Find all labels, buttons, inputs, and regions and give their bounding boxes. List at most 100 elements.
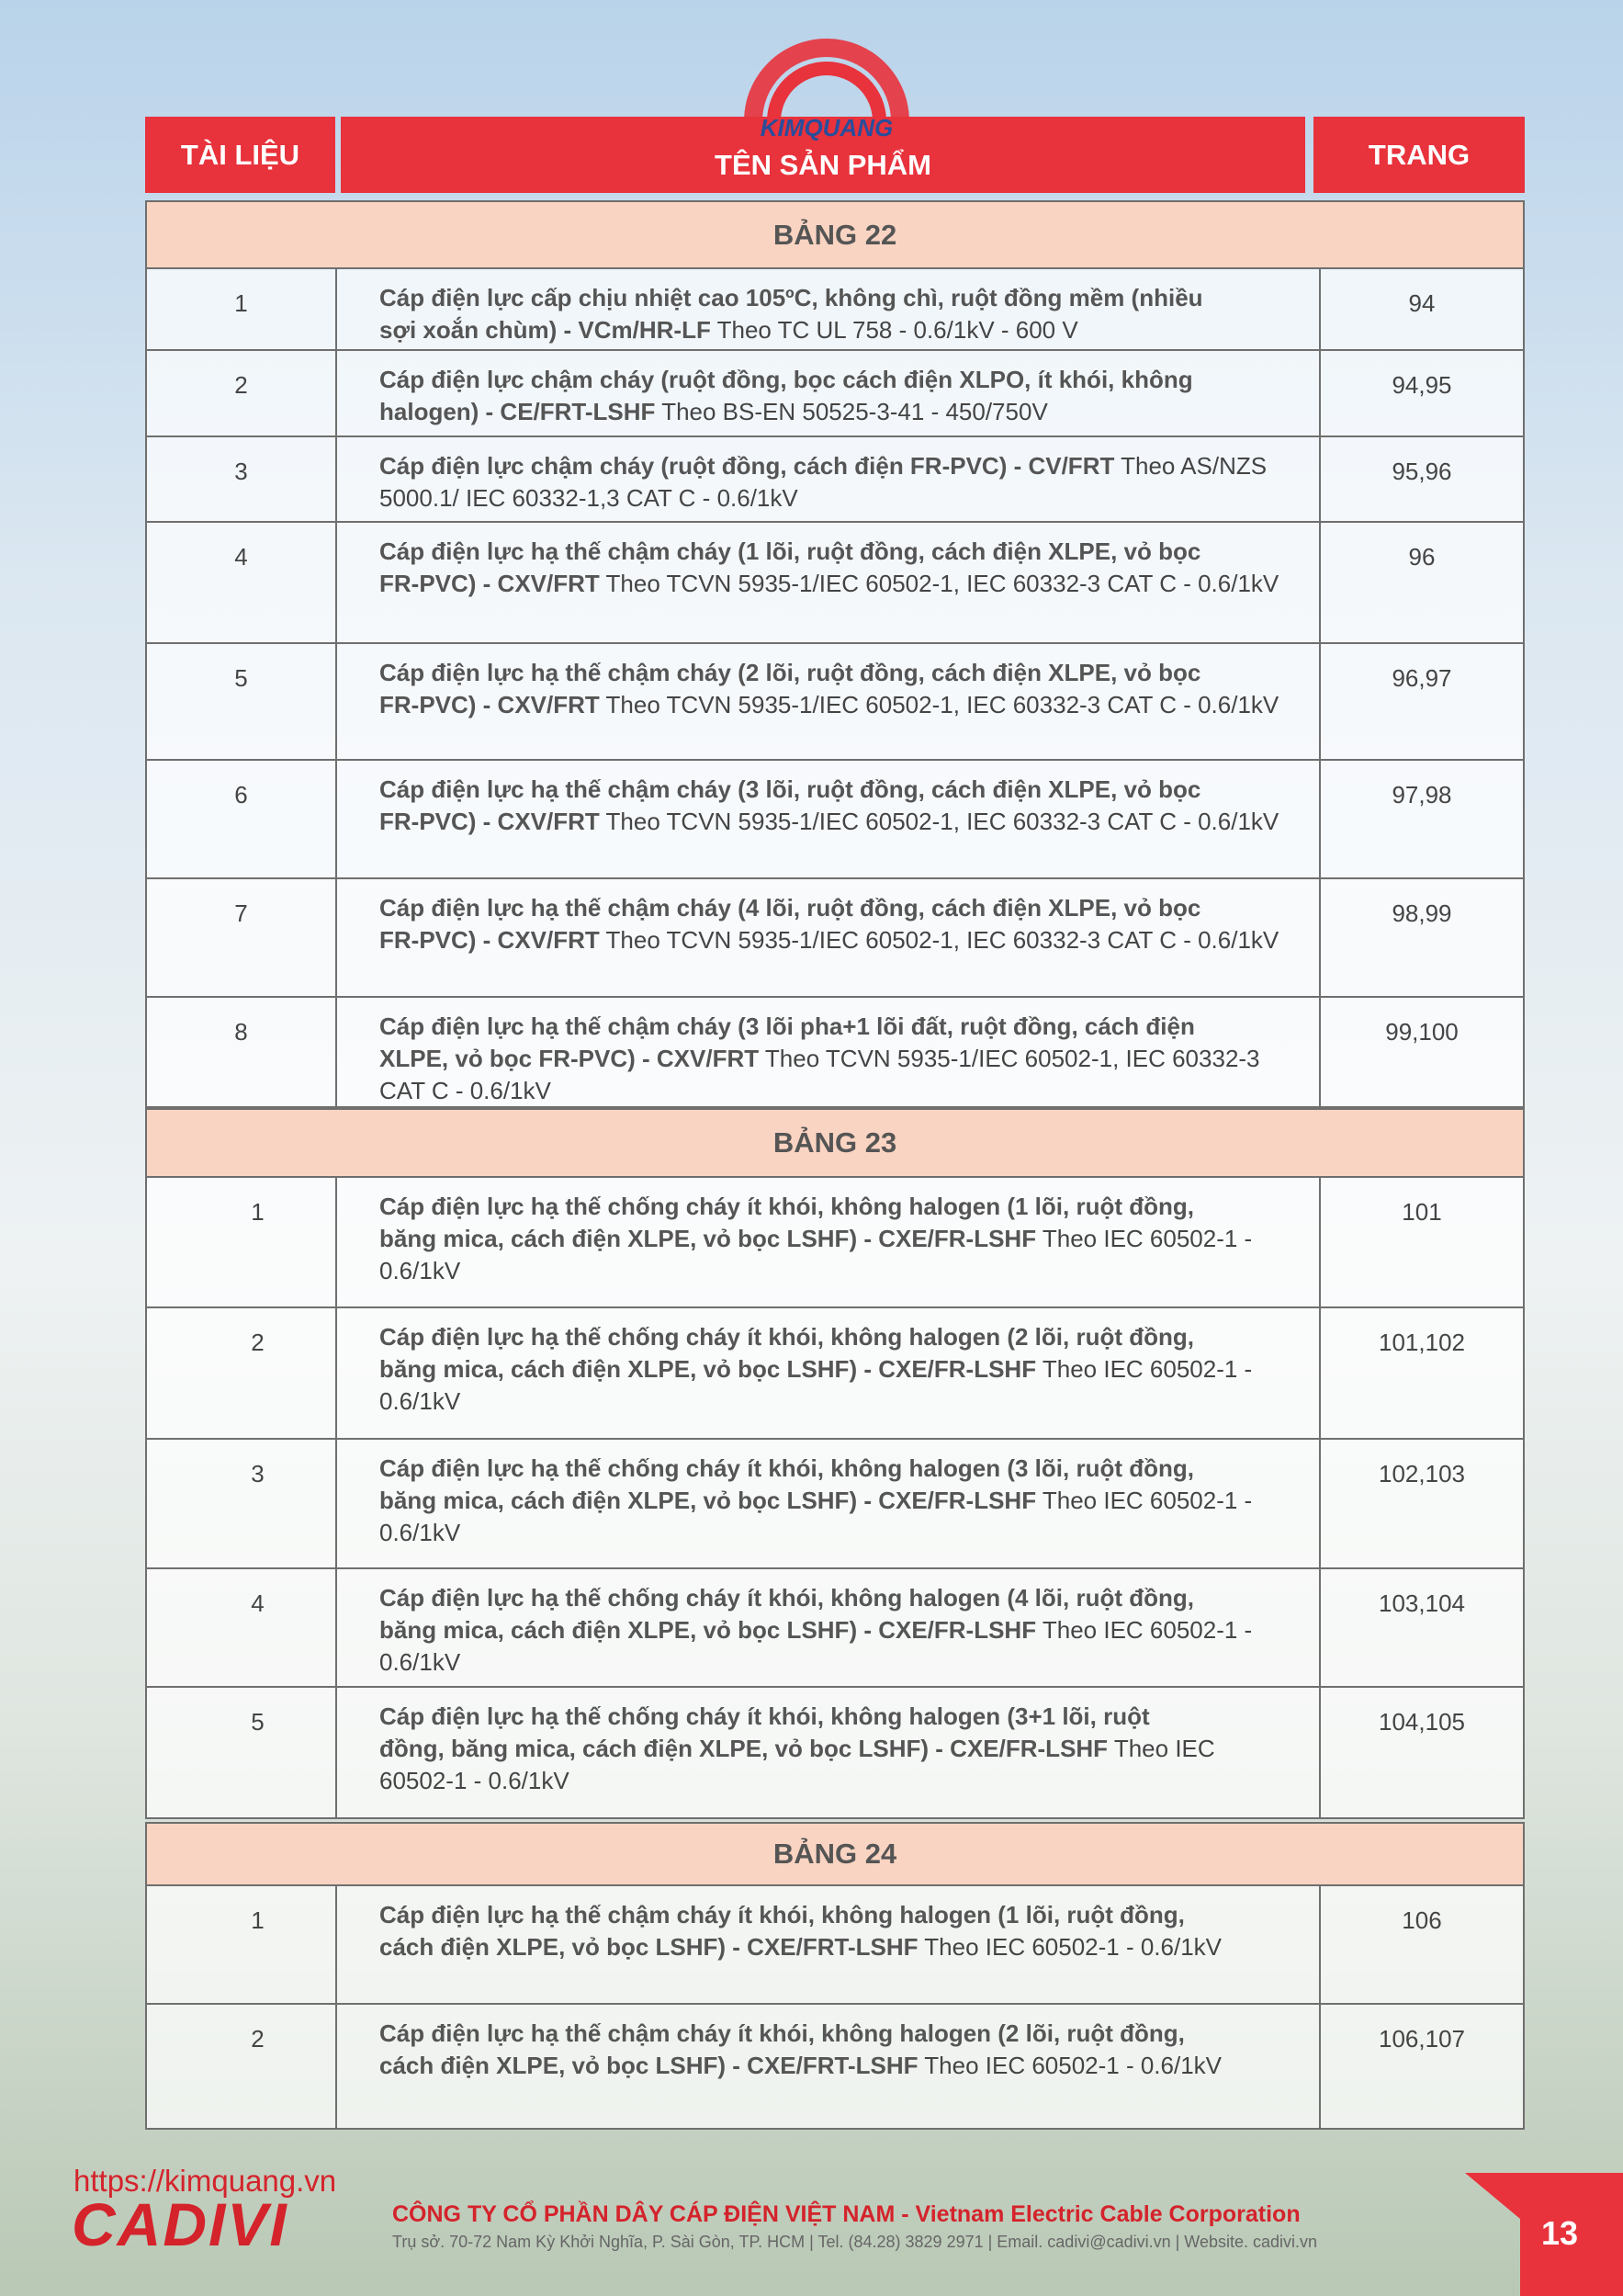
table-row: 4 Cáp điện lực hạ thế chậm cháy (1 lõi, r… [145, 523, 1525, 644]
name-line: cách điện XLPE, vỏ bọc LSHF) - CXE/FRT-L… [379, 1933, 919, 1961]
page-ref: 103,104 [1379, 1589, 1465, 1617]
name-line: Cáp điện lực hạ thế chậm cháy ít khói, k… [379, 2019, 1185, 2047]
page-ref: 94 [1408, 289, 1436, 317]
name-line: FR-PVC) - CXV/FRT [379, 926, 600, 954]
product-spec: Theo BS-EN 50525-3-41 - 450/750V [661, 398, 1048, 425]
product-name: Cáp điện lực hạ thế chống cháy ít khói, … [335, 1178, 1321, 1306]
name-line: Cáp điện lực hạ thế chậm cháy (4 lõi, ru… [379, 894, 1201, 922]
section-title: BẢNG 23 [145, 1108, 1525, 1178]
row-number: 3 [251, 1460, 265, 1487]
name-line: FR-PVC) - CXV/FRT [379, 570, 600, 597]
row-number: 1 [234, 289, 248, 317]
product-spec: Theo TCVN 5935-1/IEC 60502-1, IEC 60332-… [605, 691, 1279, 718]
table-row: 5 Cáp điện lực hạ thế chậm cháy (2 lõi, r… [145, 644, 1525, 761]
header-cell: TÊN SẢN PHẨM [341, 117, 1305, 193]
name-line: băng mica, cách điện XLPE, vỏ bọc LSHF) … [379, 1616, 1037, 1644]
table-row: 1 Cáp điện lực hạ thế chậm cháy ít khói, … [145, 1886, 1525, 2005]
page-ref: 101,102 [1379, 1329, 1465, 1356]
table-row: 1 Cáp điện lực cấp chịu nhiệt cao 105ºC, … [145, 269, 1525, 351]
name-line: XLPE, vỏ bọc FR-PVC) - CXV/FRT [379, 1045, 760, 1072]
name-line: cách điện XLPE, vỏ bọc LSHF) - CXE/FRT-L… [379, 2052, 919, 2079]
name-line: Cáp điện lực chậm cháy (ruột đồng, cách … [379, 452, 1115, 480]
page-ref: 96 [1408, 543, 1436, 571]
table-row: 1 Cáp điện lực hạ thế chống cháy ít khói,… [145, 1178, 1525, 1308]
table: BẢNG 22 1 Cáp điện lực cấp chịu nhiệt cao … [145, 200, 1525, 2130]
logo-fan [744, 39, 909, 121]
table-row: 8 Cáp điện lực hạ thế chậm cháy (3 lõi ph… [145, 998, 1525, 1108]
row-number: 4 [234, 543, 248, 571]
row-number: 8 [234, 1018, 248, 1046]
row-number: 6 [234, 781, 248, 809]
name-line: FR-PVC) - CXV/FRT [379, 808, 600, 835]
table-row: 2 Cáp điện lực hạ thế chống cháy ít khói,… [145, 1308, 1525, 1440]
product-spec: Theo TCVN 5935-1/IEC 60502-1, IEC 60332-… [379, 1045, 1260, 1104]
product-name: Cáp điện lực hạ thế chống cháy ít khói, … [335, 1688, 1321, 1817]
product-spec: Theo IEC 60502-1 - 0.6/1kV [379, 1735, 1215, 1794]
header-cell: TÀI LIỆU [145, 117, 335, 193]
name-line: FR-PVC) - CXV/FRT [379, 691, 600, 718]
page-ref: 96,97 [1392, 664, 1452, 692]
product-name: Cáp điện lực chậm cháy (ruột đồng, bọc c… [335, 351, 1321, 435]
name-line: đồng, băng mica, cách điện XLPE, vỏ bọc … [379, 1735, 1109, 1762]
product-name: Cáp điện lực hạ thế chậm cháy ít khói, k… [335, 1886, 1321, 2003]
row-number: 7 [234, 899, 248, 927]
name-line: sợi xoắn chùm) - VCm/HR-LF [379, 316, 711, 344]
product-name: Cáp điện lực hạ thế chống cháy ít khói, … [335, 1569, 1321, 1686]
footer-address: Trụ sở. 70-72 Nam Kỳ Khởi Nghĩa, P. Sài … [392, 2233, 1318, 2251]
row-number: 1 [251, 1906, 265, 1934]
page-ref: 99,100 [1385, 1018, 1459, 1046]
row-number: 5 [251, 1708, 265, 1736]
footer-company: CÔNG TY CỔ PHẦN DÂY CÁP ĐIỆN VIỆT NAM - … [392, 2201, 1301, 2227]
name-line: Cáp điện lực cấp chịu nhiệt cao 105ºC, k… [379, 284, 1203, 311]
table-row: 3 Cáp điện lực hạ thế chống cháy ít khói,… [145, 1440, 1525, 1569]
product-name: Cáp điện lực hạ thế chống cháy ít khói, … [335, 1440, 1321, 1567]
product-name: Cáp điện lực chậm cháy (ruột đồng, cách … [335, 437, 1321, 521]
product-spec: Theo IEC 60502-1 - 0.6/1kV [379, 1487, 1253, 1546]
logo: KIMQUANG [744, 39, 909, 141]
product-spec: Theo TCVN 5935-1/IEC 60502-1, IEC 60332-… [605, 926, 1279, 954]
table-row: 6 Cáp điện lực hạ thế chậm cháy (3 lõi, r… [145, 761, 1525, 879]
product-spec: Theo IEC 60502-1 - 0.6/1kV [379, 1355, 1253, 1415]
product-spec: Theo IEC 60502-1 - 0.6/1kV [924, 1933, 1223, 1961]
section-title: BẢNG 22 [145, 200, 1525, 269]
row-number: 4 [251, 1589, 265, 1617]
product-spec: Theo IEC 60502-1 - 0.6/1kV [924, 2052, 1223, 2079]
name-line: Cáp điện lực chậm cháy (ruột đồng, bọc c… [379, 366, 1193, 393]
name-line: Cáp điện lực hạ thế chậm cháy (1 lõi, ru… [379, 537, 1201, 565]
name-line: halogen) - CE/FRT-LSHF [379, 398, 656, 425]
table-row: 7 Cáp điện lực hạ thế chậm cháy (4 lõi, r… [145, 879, 1525, 998]
page-ref: 98,99 [1392, 899, 1452, 927]
footer-url: https://kimquang.vn [73, 2164, 337, 2198]
product-name: Cáp điện lực hạ thế chậm cháy ít khói, k… [335, 2005, 1321, 2128]
product-spec: Theo AS/NZS 5000.1/ IEC 60332-1,3 CAT C … [379, 452, 1268, 512]
page-ref: 94,95 [1392, 371, 1452, 399]
name-line: băng mica, cách điện XLPE, vỏ bọc LSHF) … [379, 1355, 1037, 1383]
row-number: 1 [251, 1198, 265, 1226]
table-row: 4 Cáp điện lực hạ thế chống cháy ít khói,… [145, 1569, 1525, 1688]
name-line: Cáp điện lực hạ thế chậm cháy (3 lõi, ru… [379, 775, 1201, 803]
page-ref: 104,105 [1379, 1708, 1465, 1736]
name-line: Cáp điện lực hạ thế chậm cháy (3 lõi pha… [379, 1012, 1195, 1040]
product-spec: Theo TC UL 758 - 0.6/1kV - 600 V [716, 316, 1078, 344]
product-name: Cáp điện lực hạ thế chậm cháy (1 lõi, ru… [335, 523, 1321, 642]
name-line: Cáp điện lực hạ thế chống cháy ít khói, … [379, 1454, 1194, 1482]
name-line: Cáp điện lực hạ thế chậm cháy (2 lõi, ru… [379, 659, 1201, 686]
product-spec: Theo TCVN 5935-1/IEC 60502-1, IEC 60332-… [605, 570, 1279, 597]
name-line: băng mica, cách điện XLPE, vỏ bọc LSHF) … [379, 1225, 1037, 1252]
table-row: 2 Cáp điện lực hạ thế chậm cháy ít khói, … [145, 2005, 1525, 2130]
product-spec: Theo IEC 60502-1 - 0.6/1kV [379, 1225, 1253, 1284]
page-number-box: 13 [1465, 2173, 1623, 2296]
row-number: 5 [234, 664, 248, 692]
product-name: Cáp điện lực cấp chịu nhiệt cao 105ºC, k… [335, 269, 1321, 349]
table-row: 5 Cáp điện lực hạ thế chống cháy ít khói,… [145, 1688, 1525, 1819]
row-number: 3 [234, 458, 248, 485]
row-number: 2 [251, 2025, 265, 2053]
table-row: 2 Cáp điện lực chậm cháy (ruột đồng, bọc … [145, 351, 1525, 437]
page-ref: 102,103 [1379, 1460, 1465, 1487]
page-ref: 106,107 [1379, 2025, 1465, 2053]
product-spec: Theo IEC 60502-1 - 0.6/1kV [379, 1616, 1253, 1676]
page-ref: 101 [1402, 1198, 1442, 1226]
name-line: Cáp điện lực hạ thế chậm cháy ít khói, k… [379, 1901, 1185, 1928]
